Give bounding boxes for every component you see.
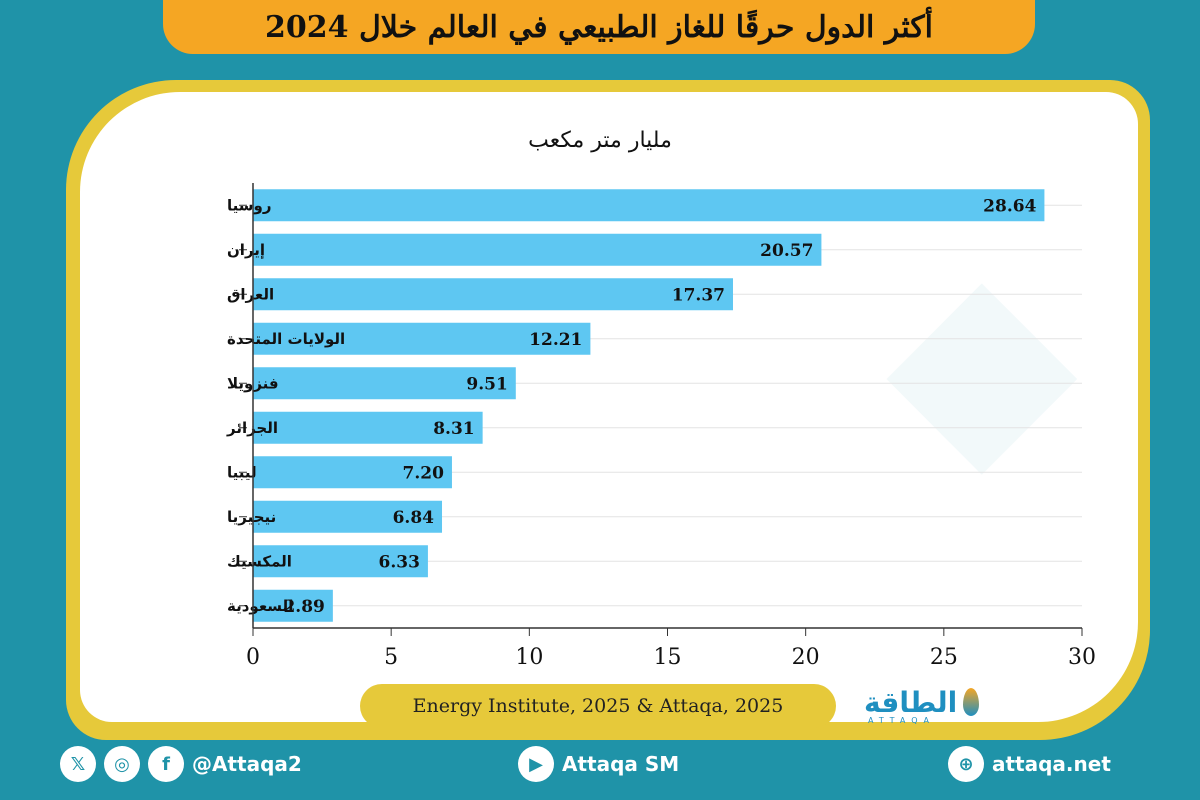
bar [253, 233, 822, 266]
facebook-icon[interactable]: f [148, 746, 184, 782]
x-tick-label: 10 [515, 645, 543, 670]
category-label: السعودية [227, 597, 293, 615]
page-title: أكثر الدول حرقًا للغاز الطبيعي في العالم… [163, 0, 1035, 54]
x-tick-label: 20 [792, 645, 820, 670]
data-label: 8.31 [433, 419, 474, 439]
x-tick-label: 0 [246, 645, 260, 670]
attaqa-logo: الطاقة ATTAQA [864, 680, 980, 725]
data-label: 2.89 [283, 597, 324, 617]
instagram-icon[interactable]: ◎ [104, 746, 140, 782]
youtube-icon[interactable]: ▶ [518, 746, 554, 782]
youtube-link[interactable]: ▶ Attaqa SM [518, 742, 679, 786]
category-label: نيجيريا [227, 508, 276, 526]
bar [253, 322, 591, 355]
x-icon[interactable]: 𝕏 [60, 746, 96, 782]
category-label: ليبيا [227, 463, 257, 481]
x-tick-label: 5 [384, 645, 398, 670]
category-label: العراق [227, 285, 274, 303]
source-label: Energy Institute, 2025 & Attaqa, 2025 [360, 684, 836, 728]
logo-text: الطاقة [864, 685, 958, 719]
category-label: روسيا [227, 196, 271, 214]
bar [253, 589, 333, 622]
logo-sub: ATTAQA [868, 716, 935, 725]
x-tick-label: 15 [654, 645, 682, 670]
drop-icon [963, 688, 980, 716]
bar [253, 545, 428, 578]
unit-label: مليار متر مكعب [528, 128, 672, 153]
category-label: الولايات المتحدة [227, 330, 345, 348]
bar [253, 456, 452, 489]
bar [253, 411, 483, 444]
bar [253, 278, 733, 311]
data-label: 7.20 [403, 463, 445, 483]
category-label: إيران [227, 241, 265, 259]
bar [253, 367, 516, 400]
youtube-label[interactable]: Attaqa SM [562, 752, 680, 776]
social-handle[interactable]: @Attaqa2 [192, 752, 302, 776]
x-tick-label: 30 [1068, 645, 1096, 670]
website-label[interactable]: attaqa.net [992, 752, 1111, 776]
social-links: 𝕏 ◎ f @Attaqa2 [60, 742, 302, 786]
data-label: 6.33 [379, 552, 420, 572]
category-label: الجزائر [226, 419, 278, 437]
x-tick-label: 25 [930, 645, 958, 670]
bar [253, 189, 1045, 222]
data-label: 12.21 [529, 330, 582, 350]
bar [253, 500, 443, 533]
website-link[interactable]: ⊕ attaqa.net [948, 742, 1111, 786]
data-label: 6.84 [393, 508, 435, 528]
data-label: 17.37 [672, 285, 725, 305]
data-label: 20.57 [760, 241, 813, 261]
globe-icon[interactable]: ⊕ [948, 746, 984, 782]
watermark-logo: ◆ [885, 212, 1078, 503]
data-label: 9.51 [466, 374, 507, 394]
category-label: المكسيك [227, 552, 292, 570]
data-label: 28.64 [983, 196, 1036, 216]
